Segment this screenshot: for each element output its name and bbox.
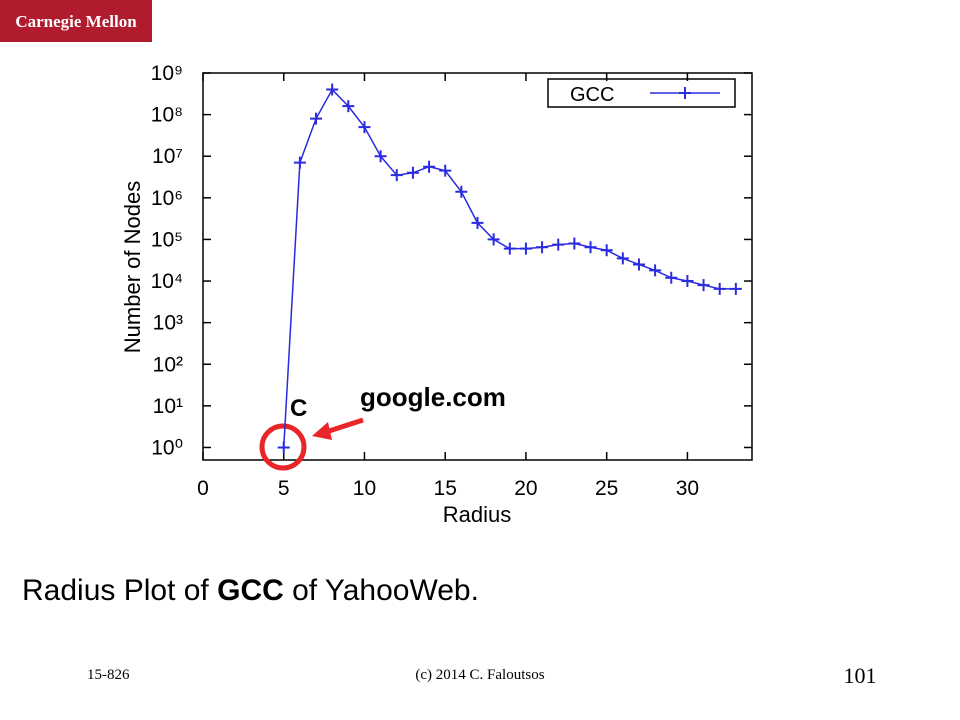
point-marker [487,233,500,246]
y-axis-label: Number of Nodes [120,181,145,353]
x-tick-label: 15 [434,477,457,500]
y-tick-label: 10⁴ [151,270,183,293]
annotation: google.com [360,382,506,412]
point-marker [665,271,678,284]
x-axis-label: Radius [443,502,511,527]
point-marker [713,282,726,295]
point-marker [439,164,452,177]
x-tick-label: 30 [676,477,699,500]
caption-part: of YahooWeb. [284,574,479,607]
caption-part: Radius Plot of [22,574,217,607]
point-marker [358,121,371,134]
arrow-head [312,422,332,440]
point-marker [277,441,290,454]
y-tick-label: 10⁷ [152,145,183,168]
y-tick-label: 10² [153,353,183,376]
point-marker [697,279,710,292]
point-marker [649,264,662,277]
x-tick-label: 0 [197,477,209,500]
point-marker [600,244,613,257]
point-marker [536,241,549,254]
x-tick-label: 20 [514,477,537,500]
point-marker [552,238,565,251]
legend-label: GCC [570,84,614,106]
x-tick-label: 25 [595,477,618,500]
y-tick-label: 10³ [153,312,183,335]
y-tick-label: 10⁵ [151,228,183,251]
logo: Carnegie Mellon [15,12,137,31]
point-marker [519,242,532,255]
point-marker [342,100,355,113]
point-marker [568,237,581,250]
y-tick-label: 10⁶ [151,187,183,210]
arrow-shaft [325,417,364,435]
point-marker [681,275,694,288]
point-marker [326,83,339,96]
series-line [282,88,736,448]
plot-frame [202,72,753,461]
point-marker [584,241,597,254]
point-marker [455,185,468,198]
point-marker [471,216,484,229]
x-tick-label: 10 [353,477,376,500]
annotation: C [290,395,307,422]
point-marker [293,156,306,169]
point-marker [310,112,323,125]
footer-course: 15-826 [87,667,130,683]
x-tick-label: 5 [278,477,290,500]
legend-marker [679,87,691,99]
y-tick-label: 10⁹ [151,62,183,85]
y-tick-label: 10⁰ [151,436,183,459]
caption: Radius Plot of GCC of YahooWeb. [22,574,479,607]
point-marker [616,252,629,265]
point-marker [406,166,419,179]
y-tick-label: 10¹ [153,395,183,418]
point-marker [632,258,645,271]
page-number: 101 [844,663,877,688]
point-marker [390,169,403,182]
highlight-circle [259,423,307,471]
y-tick-label: 10⁸ [151,104,183,127]
logo-box [0,0,152,42]
point-marker [374,150,387,163]
point-marker [423,160,436,173]
point-marker [503,242,516,255]
footer-copyright: (c) 2014 C. Faloutsos [415,667,544,683]
point-marker [729,282,742,295]
caption-part: GCC [217,574,284,607]
